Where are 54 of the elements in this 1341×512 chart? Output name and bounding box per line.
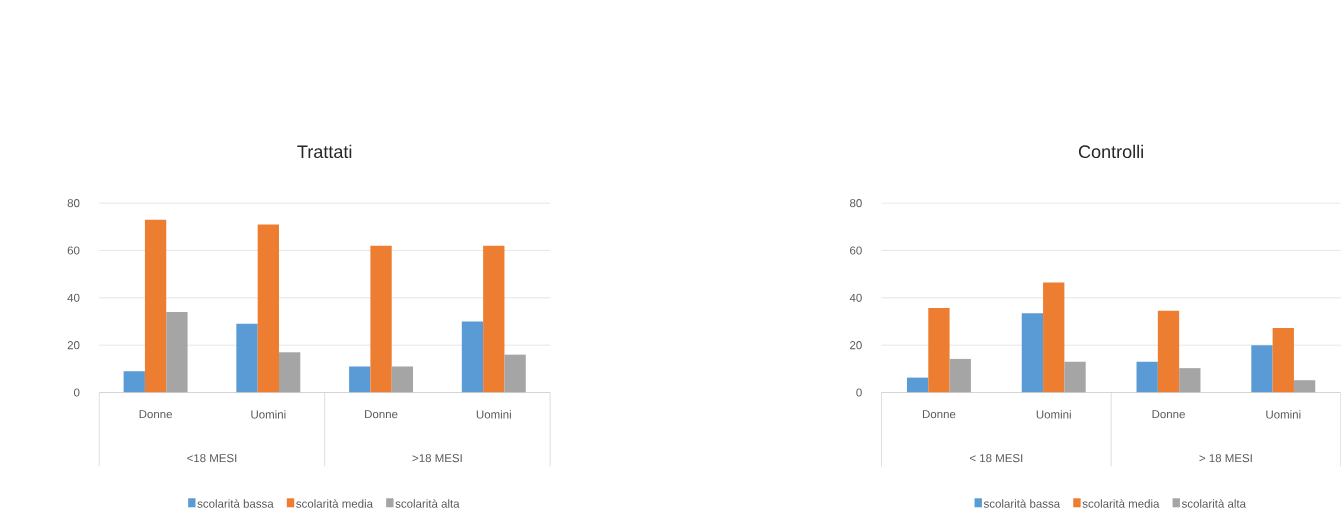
bar (1293, 380, 1316, 393)
bar (1064, 361, 1086, 393)
bar (504, 354, 526, 393)
bar (483, 245, 505, 393)
legend-label: scolarità media (1082, 499, 1160, 508)
bar (461, 321, 484, 393)
chart-title: Controlli (1078, 144, 1143, 159)
text: >18 MESI (412, 453, 462, 463)
bar (949, 358, 971, 393)
y-tick-label: 0 (73, 388, 80, 397)
x-tick-label: Donne (922, 410, 956, 419)
legend-label: scolarità media (296, 499, 374, 508)
bar (1021, 313, 1044, 393)
text: < 18 MESI (969, 453, 1023, 463)
bar (236, 323, 258, 393)
x-tick-label: Donne (365, 410, 398, 419)
bar (370, 245, 392, 393)
legend-label: scolarità alta (1181, 499, 1247, 508)
bar (1272, 327, 1294, 393)
bar (144, 219, 167, 393)
bar (928, 307, 950, 393)
bar (1136, 361, 1158, 393)
bar (278, 352, 301, 393)
bar (257, 224, 279, 393)
bar (123, 371, 145, 393)
y-tick-label: 40 (849, 293, 862, 302)
legend-label: scolarità alta (395, 499, 460, 508)
x-tick-label: Donne (1152, 410, 1185, 419)
legend-label: scolarità bassa (983, 499, 1061, 508)
y-tick-label: 80 (849, 199, 862, 208)
bar (391, 366, 414, 393)
legend-label: scolarità bassa (197, 499, 274, 508)
bar (349, 366, 371, 393)
x-tick-label: Uomini (1266, 410, 1301, 419)
y-tick-label: 60 (850, 246, 862, 255)
x-tick-label: Uomini (1036, 410, 1071, 419)
bar (1157, 310, 1180, 393)
text: > 18 MESI (1199, 453, 1252, 463)
y-tick-label: 0 (856, 388, 862, 397)
bar (906, 377, 929, 393)
y-tick-label: 40 (67, 293, 80, 302)
text: <18 MESI (187, 453, 237, 463)
bar (1043, 282, 1065, 393)
y-tick-label: 60 (67, 246, 80, 255)
chart-title: Trattati (297, 144, 352, 159)
x-tick-label: Donne (139, 410, 172, 419)
y-tick-label: 20 (850, 341, 862, 350)
bar (1179, 368, 1201, 393)
bar (166, 311, 188, 393)
bar (1251, 345, 1273, 393)
x-tick-label: Uomini (476, 410, 511, 419)
y-tick-label: 20 (67, 341, 80, 350)
y-tick-label: 80 (67, 199, 80, 208)
x-tick-label: Uomini (251, 410, 286, 419)
